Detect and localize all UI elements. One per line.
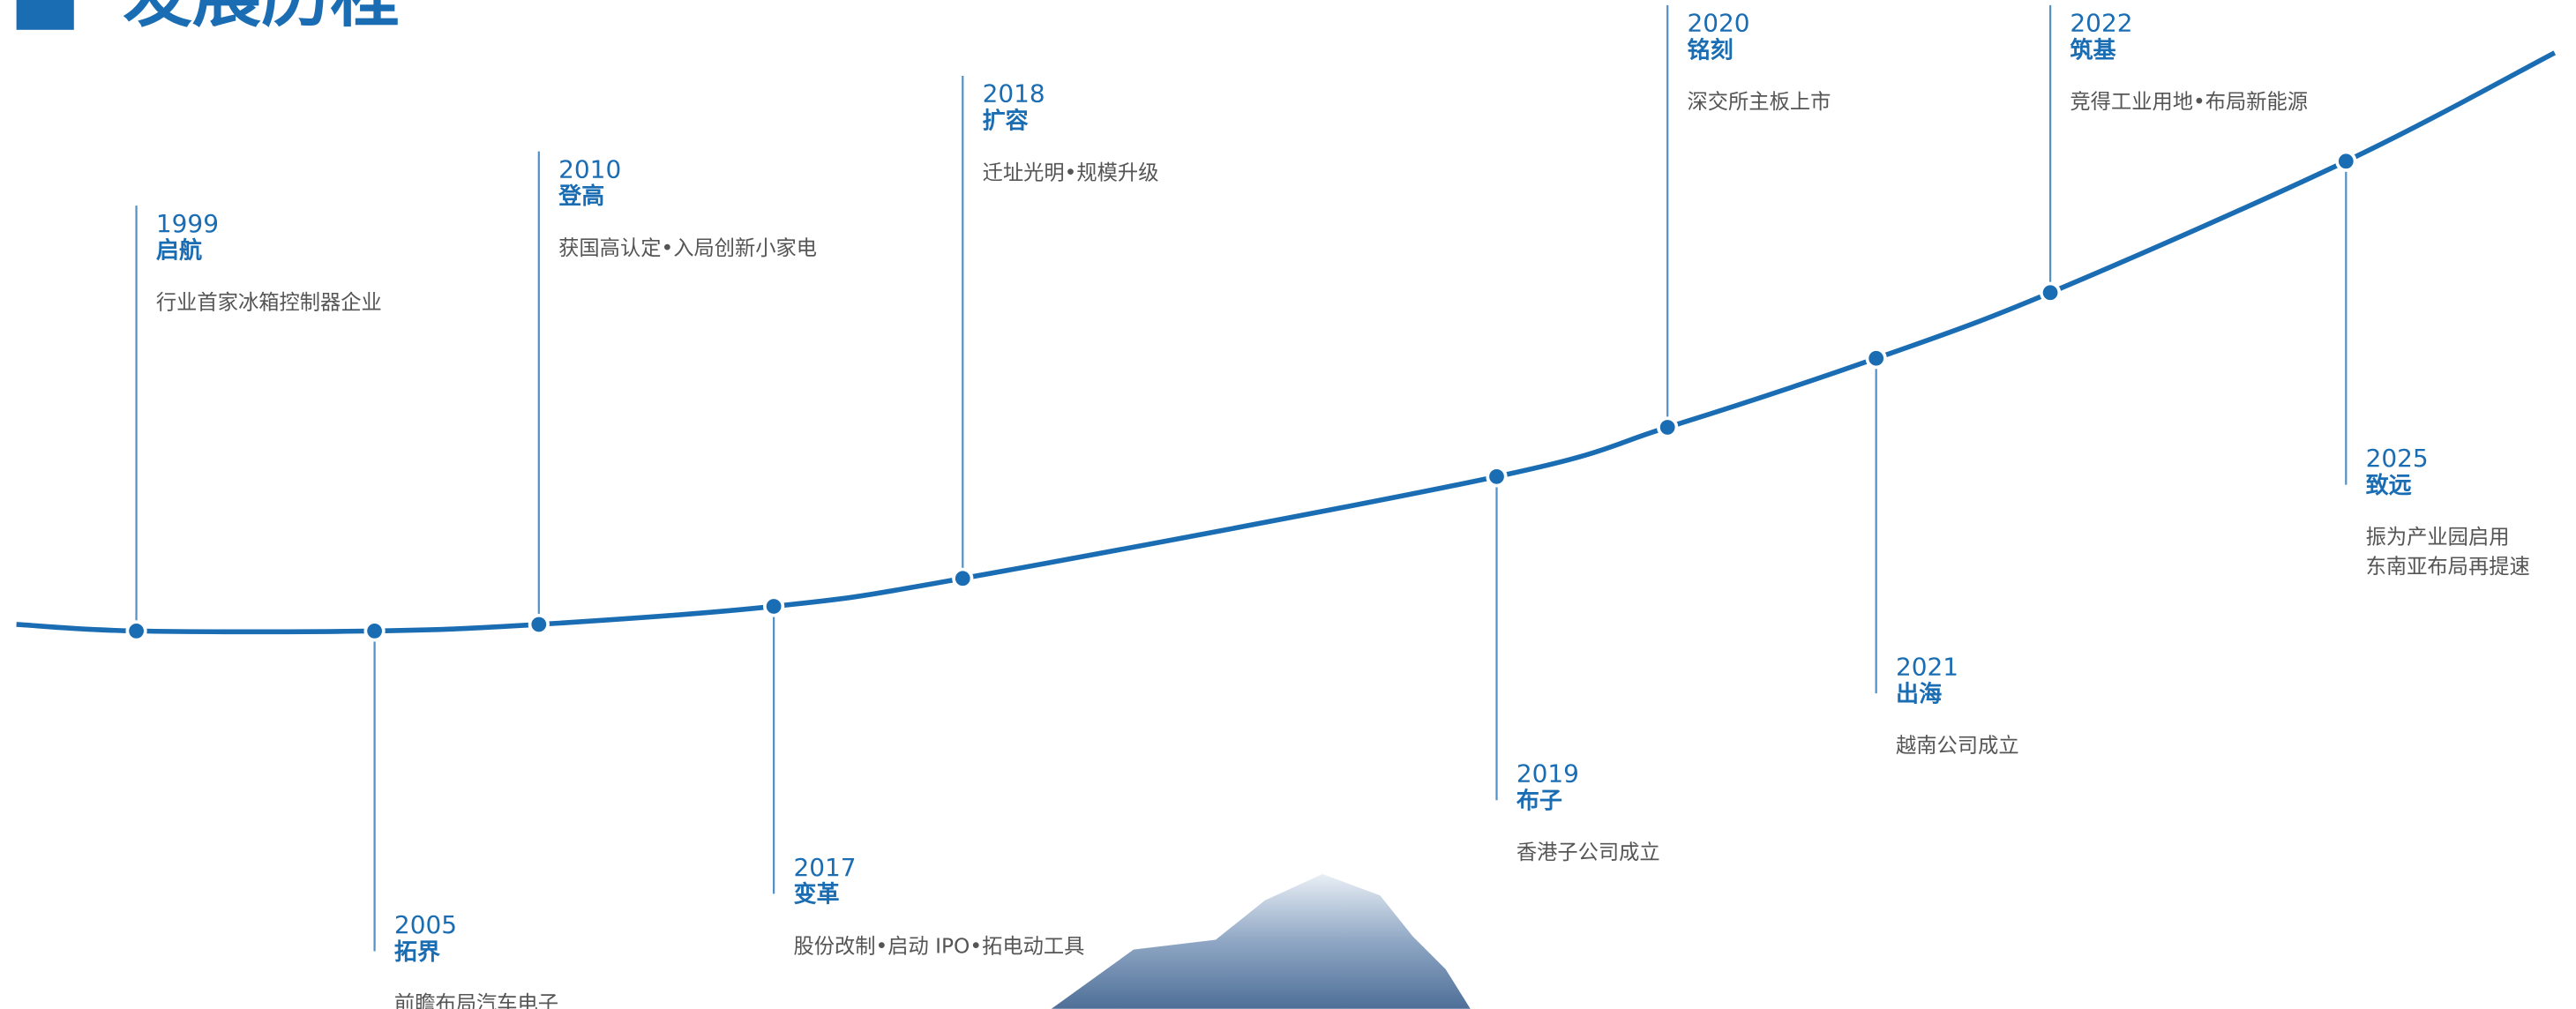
milestone-title: 登高 xyxy=(558,183,604,210)
milestone-dot xyxy=(1865,348,1887,370)
milestone-year: 2010 xyxy=(558,154,621,183)
milestone-desc: 股份改制•启动 IPO•拓电动工具 xyxy=(793,934,1084,958)
milestone-desc: 迁址光明•规模升级 xyxy=(983,161,1159,184)
milestone-dot xyxy=(1486,466,1508,488)
milestone-title: 出海 xyxy=(1896,681,1942,707)
milestone-desc: 深交所主板上市 xyxy=(1688,90,1831,114)
milestone-year: 2022 xyxy=(2070,9,2132,38)
milestone-year: 2005 xyxy=(394,910,457,939)
milestone-desc: 越南公司成立 xyxy=(1896,734,2019,758)
title-marker xyxy=(16,0,74,30)
milestone-desc: 获国高认定•入局创新小家电 xyxy=(558,236,817,260)
milestone-title: 铭刻 xyxy=(1688,36,1734,64)
milestone-year: 2025 xyxy=(2366,444,2429,473)
milestone-desc: 行业首家冰箱控制器企业 xyxy=(156,290,382,314)
milestone-title: 布子 xyxy=(1516,789,1562,815)
milestone-desc: 香港子公司成立 xyxy=(1516,841,1660,864)
milestone-dot xyxy=(2039,281,2062,303)
milestone-year: 2020 xyxy=(1688,9,1750,38)
milestone-year: 1999 xyxy=(156,209,219,238)
milestone-year: 2018 xyxy=(983,79,1045,108)
milestone-dot xyxy=(2335,150,2357,172)
milestone-title: 扩容 xyxy=(983,108,1029,135)
milestone-title: 致远 xyxy=(2366,472,2412,499)
milestone-dot xyxy=(363,620,386,642)
milestone-dot xyxy=(125,620,147,642)
milestone-desc: 东南亚布局再提速 xyxy=(2366,555,2530,579)
milestone-dot xyxy=(952,567,974,589)
page-title: 发展历程 xyxy=(124,0,400,37)
milestone-year: 2019 xyxy=(1516,759,1579,789)
milestone-desc: 前瞻布局汽车电子 xyxy=(394,992,558,1009)
milestone-year: 2021 xyxy=(1896,653,1958,682)
milestone-desc: 竞得工业用地•布局新能源 xyxy=(2070,90,2308,114)
milestone-title: 变革 xyxy=(793,881,839,908)
timeline-curve xyxy=(16,50,2557,635)
milestone-title: 启航 xyxy=(156,237,202,265)
milestone-year: 2017 xyxy=(793,853,856,882)
milestone-title: 筑基 xyxy=(2070,36,2116,64)
milestone-desc: 振为产业园启用 xyxy=(2366,526,2510,549)
milestone-dot xyxy=(1657,416,1679,438)
milestone-dot xyxy=(763,595,785,617)
milestone-dot xyxy=(528,613,550,636)
milestone-title: 拓界 xyxy=(394,939,440,966)
mountain-image xyxy=(1051,874,1471,1009)
